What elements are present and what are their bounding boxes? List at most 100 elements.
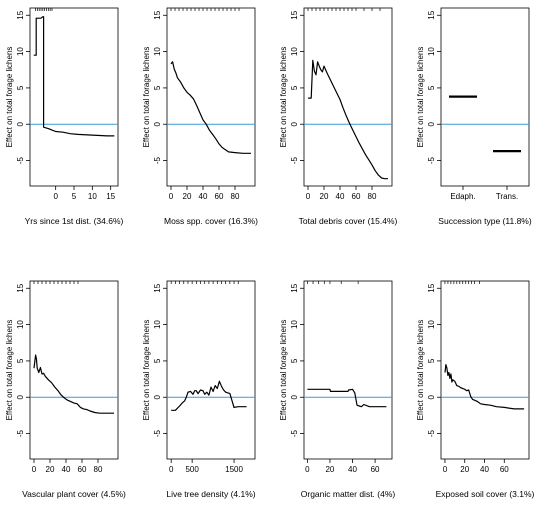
y-tick-label: 10 — [16, 47, 25, 56]
dependence-curve — [307, 388, 387, 408]
x-tick-label: 80 — [94, 465, 103, 474]
y-tick-label: -5 — [427, 156, 436, 164]
x-tick-label: 0 — [169, 465, 174, 474]
y-axis-label: Effect on total forage lichens — [5, 320, 14, 421]
x-tick-label: 0 — [32, 465, 37, 474]
y-axis-label: Effect on total forage lichens — [416, 320, 425, 421]
x-tick-label: 1500 — [225, 465, 243, 474]
dependence-curve — [171, 380, 247, 411]
x-tick-label: 0 — [169, 192, 174, 201]
x-tick-label: 60 — [500, 465, 509, 474]
x-tick-label: 20 — [325, 465, 334, 474]
y-tick-label: 5 — [16, 85, 25, 90]
y-tick-label: 10 — [16, 320, 25, 329]
y-tick-label: 0 — [427, 121, 436, 126]
y-tick-label: 5 — [290, 358, 299, 363]
y-axis-label: Effect on total forage lichens — [142, 47, 151, 148]
y-tick-label: 15 — [427, 283, 436, 292]
x-tick-label: 40 — [199, 192, 208, 201]
plot-frame — [166, 280, 256, 460]
y-tick-label: -5 — [16, 429, 25, 437]
x-axis-label: Succession type (11.8%) — [438, 216, 532, 226]
y-tick-label: -5 — [153, 156, 162, 164]
y-tick-label: 10 — [427, 47, 436, 56]
y-tick-label: 0 — [153, 121, 162, 126]
x-tick-label: 60 — [352, 192, 361, 201]
plot-frame — [29, 280, 119, 460]
y-tick-label: 0 — [290, 121, 299, 126]
x-axis-label: Yrs since 1st dist. (34.6%) — [25, 216, 124, 226]
plot-frame — [303, 280, 393, 460]
panel-4: -5 0 5 10 15 Effect on total forage lichens Ed… — [416, 7, 532, 226]
y-tick-label: 5 — [290, 85, 299, 90]
x-tick-label: 40 — [336, 192, 345, 201]
x-tick-label: 60 — [215, 192, 224, 201]
dependence-curve — [33, 354, 114, 414]
x-tick-label: 500 — [185, 465, 199, 474]
y-tick-label: 15 — [16, 10, 25, 19]
y-tick-label: 0 — [16, 121, 25, 126]
y-tick-label: -5 — [427, 429, 436, 437]
x-axis-label: Exposed soil cover (3.1%) — [436, 489, 535, 499]
dependence-curve — [170, 61, 251, 154]
y-tick-label: 15 — [290, 10, 299, 19]
y-tick-label: 5 — [153, 358, 162, 363]
x-axis-label: Organic matter dist. (4%) — [301, 489, 396, 499]
y-axis-label: Effect on total forage lichens — [279, 47, 288, 148]
x-tick-label: 10 — [88, 192, 97, 201]
dependence-curve — [444, 364, 525, 410]
y-tick-label: 5 — [153, 85, 162, 90]
y-tick-label: 10 — [153, 320, 162, 329]
y-tick-label: 15 — [153, 283, 162, 292]
x-tick-label: 20 — [183, 192, 192, 201]
y-tick-label: 10 — [290, 47, 299, 56]
x-tick-label: 5 — [72, 192, 77, 201]
x-axis-label: Vascular plant cover (4.5%) — [22, 489, 126, 499]
y-tick-label: -5 — [16, 156, 25, 164]
y-tick-label: 10 — [290, 320, 299, 329]
y-tick-label: 5 — [427, 85, 436, 90]
y-tick-label: 0 — [427, 394, 436, 399]
y-axis-label: Effect on total forage lichens — [142, 320, 151, 421]
x-tick-label: 60 — [78, 465, 87, 474]
x-axis-label: Total debris cover (15.4%) — [299, 216, 398, 226]
x-tick-label: 80 — [231, 192, 240, 201]
x-tick-label: Trans. — [496, 192, 518, 201]
x-tick-label: 60 — [371, 465, 380, 474]
y-tick-label: 15 — [153, 10, 162, 19]
y-axis-label: Effect on total forage lichens — [416, 47, 425, 148]
y-tick-label: 15 — [290, 283, 299, 292]
x-tick-label: 20 — [46, 465, 55, 474]
x-tick-label: 0 — [53, 192, 58, 201]
plot-frame — [440, 280, 530, 460]
y-tick-label: -5 — [153, 429, 162, 437]
x-tick-label: Edaph. — [450, 192, 475, 201]
y-tick-label: 5 — [427, 358, 436, 363]
x-tick-label: 0 — [305, 465, 310, 474]
y-tick-label: 0 — [16, 394, 25, 399]
x-tick-label: 40 — [348, 465, 357, 474]
dependence-curve — [33, 16, 115, 137]
x-tick-label: 20 — [320, 192, 329, 201]
x-tick-label: 0 — [443, 465, 448, 474]
y-tick-label: 10 — [153, 47, 162, 56]
x-axis-label: Moss spp. cover (16.3%) — [164, 216, 258, 226]
y-tick-label: 5 — [16, 358, 25, 363]
plot-frame — [440, 7, 530, 187]
plot-frame — [303, 7, 393, 187]
y-tick-label: 15 — [16, 283, 25, 292]
y-tick-label: -5 — [290, 156, 299, 164]
x-tick-label: 15 — [106, 192, 115, 201]
dependence-curve — [308, 59, 388, 180]
y-tick-label: -5 — [290, 429, 299, 437]
plot-frame — [166, 7, 256, 187]
y-tick-label: 15 — [427, 10, 436, 19]
y-tick-label: 10 — [427, 320, 436, 329]
y-axis-label: Effect on total forage lichens — [5, 47, 14, 148]
